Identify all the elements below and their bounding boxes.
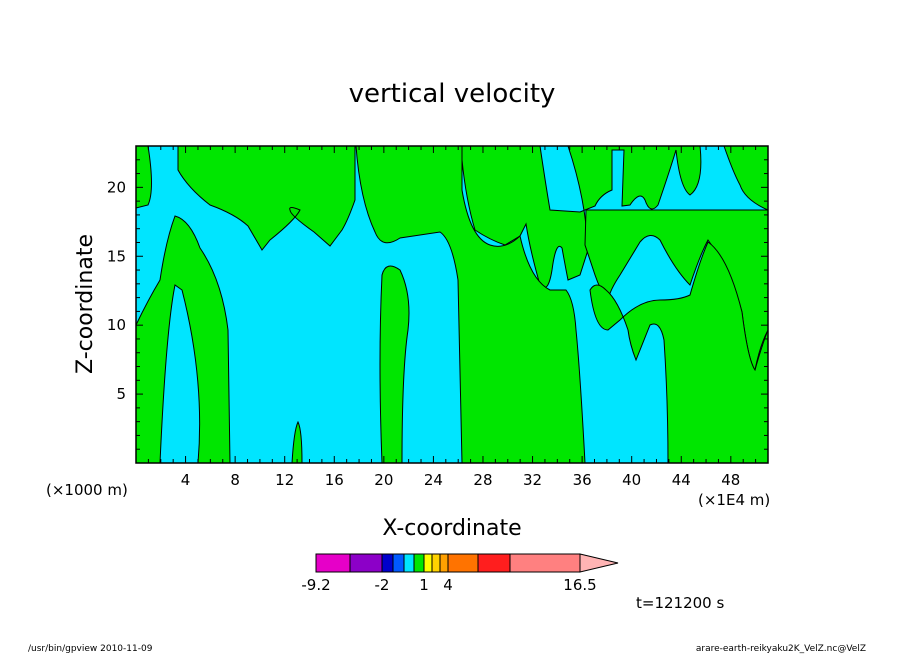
y-tick-label: 20 (107, 178, 126, 196)
positive-region-mid-left (135, 215, 231, 464)
colorbar-tick-labels: -9.2 -2 1 4 16.5 (301, 576, 596, 594)
x-tick-label: 4 (181, 471, 191, 489)
x-tick-label: 48 (721, 471, 740, 489)
x-tick-label: 36 (573, 471, 592, 489)
colorbar-label: -9.2 (301, 576, 330, 594)
footer-right: arare-earth-reikyaku2K_VelZ.nc@VelZ (696, 644, 866, 654)
x-axis-ticks: 4 8 12 16 20 24 28 32 36 40 44 48 (147, 146, 757, 489)
colorbar-segment (509, 553, 581, 573)
x-tick-label: 44 (672, 471, 691, 489)
colorbar-segment (403, 553, 415, 573)
positive-region-right-lower (589, 241, 769, 464)
x-tick-label: 40 (622, 471, 641, 489)
x-tick-label: 12 (275, 471, 294, 489)
plot-frame (135, 145, 769, 464)
x-tick-label: 32 (523, 471, 542, 489)
colorbar-segment (392, 553, 405, 573)
colorbar-segment (381, 553, 394, 573)
x-unit-left: (×1000 m) (46, 481, 128, 499)
colorbar-segment (315, 553, 351, 573)
x-tick-label: 8 (230, 471, 240, 489)
colorbar-segment (477, 553, 511, 573)
x-tick-label: 24 (424, 471, 443, 489)
colorbar-label: 4 (443, 576, 453, 594)
colorbar (315, 553, 619, 573)
x-tick-label: 20 (374, 471, 393, 489)
footer-left: /usr/bin/gpview 2010-11-09 (28, 644, 153, 654)
y-tick-label: 5 (116, 385, 126, 403)
positive-region-upper-band-1 (177, 145, 356, 251)
colorbar-segment (431, 553, 441, 573)
colorbar-segment (439, 553, 449, 573)
colorbar-label: -2 (375, 576, 390, 594)
positive-region-left-edge (135, 145, 152, 209)
y-tick-label: 15 (107, 247, 126, 265)
time-annotation: t=121200 s (636, 594, 724, 612)
colorbar-segment (423, 553, 433, 573)
x-tick-label: 16 (325, 471, 344, 489)
positive-region-center-main (355, 145, 586, 464)
x-tick-label: 28 (473, 471, 492, 489)
x-axis-title: X-coordinate (382, 516, 521, 541)
y-tick-label: 10 (107, 316, 126, 334)
positive-region-center-spike (291, 420, 303, 464)
colorbar-arrow (579, 553, 619, 573)
chart-title: vertical velocity (349, 79, 556, 109)
positive-region-center-narrow (379, 265, 410, 464)
y-axis-ticks: 5 10 15 20 (107, 159, 768, 450)
colorbar-segment (349, 553, 383, 573)
colorbar-label: 1 (419, 576, 429, 594)
x-unit-right: (×1E4 m) (698, 491, 770, 509)
positive-region-upper-center (356, 145, 769, 289)
colorbar-segment (447, 553, 479, 573)
y-axis-title: Z-coordinate (73, 234, 98, 374)
colorbar-segment (413, 553, 425, 573)
colorbar-label: 16.5 (563, 576, 596, 594)
